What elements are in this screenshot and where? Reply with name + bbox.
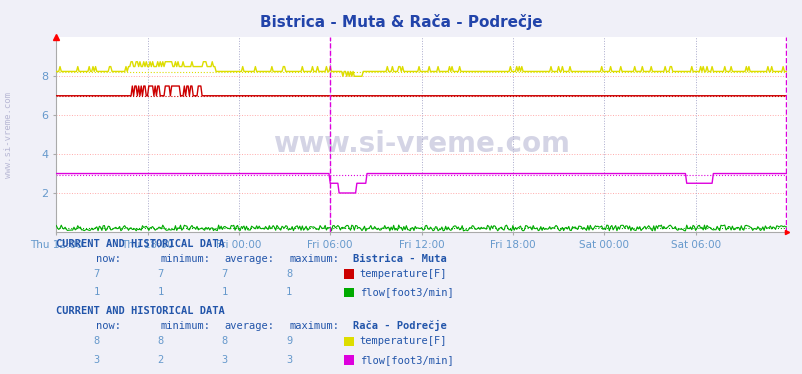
Text: 2: 2 (157, 355, 164, 365)
Text: CURRENT AND HISTORICAL DATA: CURRENT AND HISTORICAL DATA (56, 239, 225, 249)
Text: www.si-vreme.com: www.si-vreme.com (273, 131, 569, 158)
Text: temperature[F]: temperature[F] (359, 269, 447, 279)
Text: now:: now: (96, 321, 121, 331)
Text: maximum:: maximum: (289, 321, 338, 331)
Text: temperature[F]: temperature[F] (359, 336, 447, 346)
Text: 8: 8 (221, 336, 228, 346)
Text: 3: 3 (286, 355, 292, 365)
Text: 8: 8 (93, 336, 99, 346)
Text: 1: 1 (93, 288, 99, 297)
Text: average:: average: (225, 254, 274, 264)
Text: 1: 1 (286, 288, 292, 297)
Text: minimum:: minimum: (160, 254, 210, 264)
Text: now:: now: (96, 254, 121, 264)
Text: average:: average: (225, 321, 274, 331)
Text: 3: 3 (93, 355, 99, 365)
Text: 7: 7 (221, 269, 228, 279)
Text: 7: 7 (93, 269, 99, 279)
Text: minimum:: minimum: (160, 321, 210, 331)
Text: 8: 8 (286, 269, 292, 279)
Text: 1: 1 (221, 288, 228, 297)
Text: Bistrica - Muta & Rača - Podrečje: Bistrica - Muta & Rača - Podrečje (260, 15, 542, 30)
Text: 3: 3 (221, 355, 228, 365)
Text: 8: 8 (157, 336, 164, 346)
Text: 1: 1 (157, 288, 164, 297)
Text: 7: 7 (157, 269, 164, 279)
Text: Rača - Podrečje: Rača - Podrečje (353, 320, 447, 331)
Text: flow[foot3/min]: flow[foot3/min] (359, 355, 453, 365)
Text: flow[foot3/min]: flow[foot3/min] (359, 288, 453, 297)
Text: 9: 9 (286, 336, 292, 346)
Text: Bistrica - Muta: Bistrica - Muta (353, 254, 447, 264)
Text: www.si-vreme.com: www.si-vreme.com (4, 92, 13, 178)
Text: CURRENT AND HISTORICAL DATA: CURRENT AND HISTORICAL DATA (56, 306, 225, 316)
Text: maximum:: maximum: (289, 254, 338, 264)
